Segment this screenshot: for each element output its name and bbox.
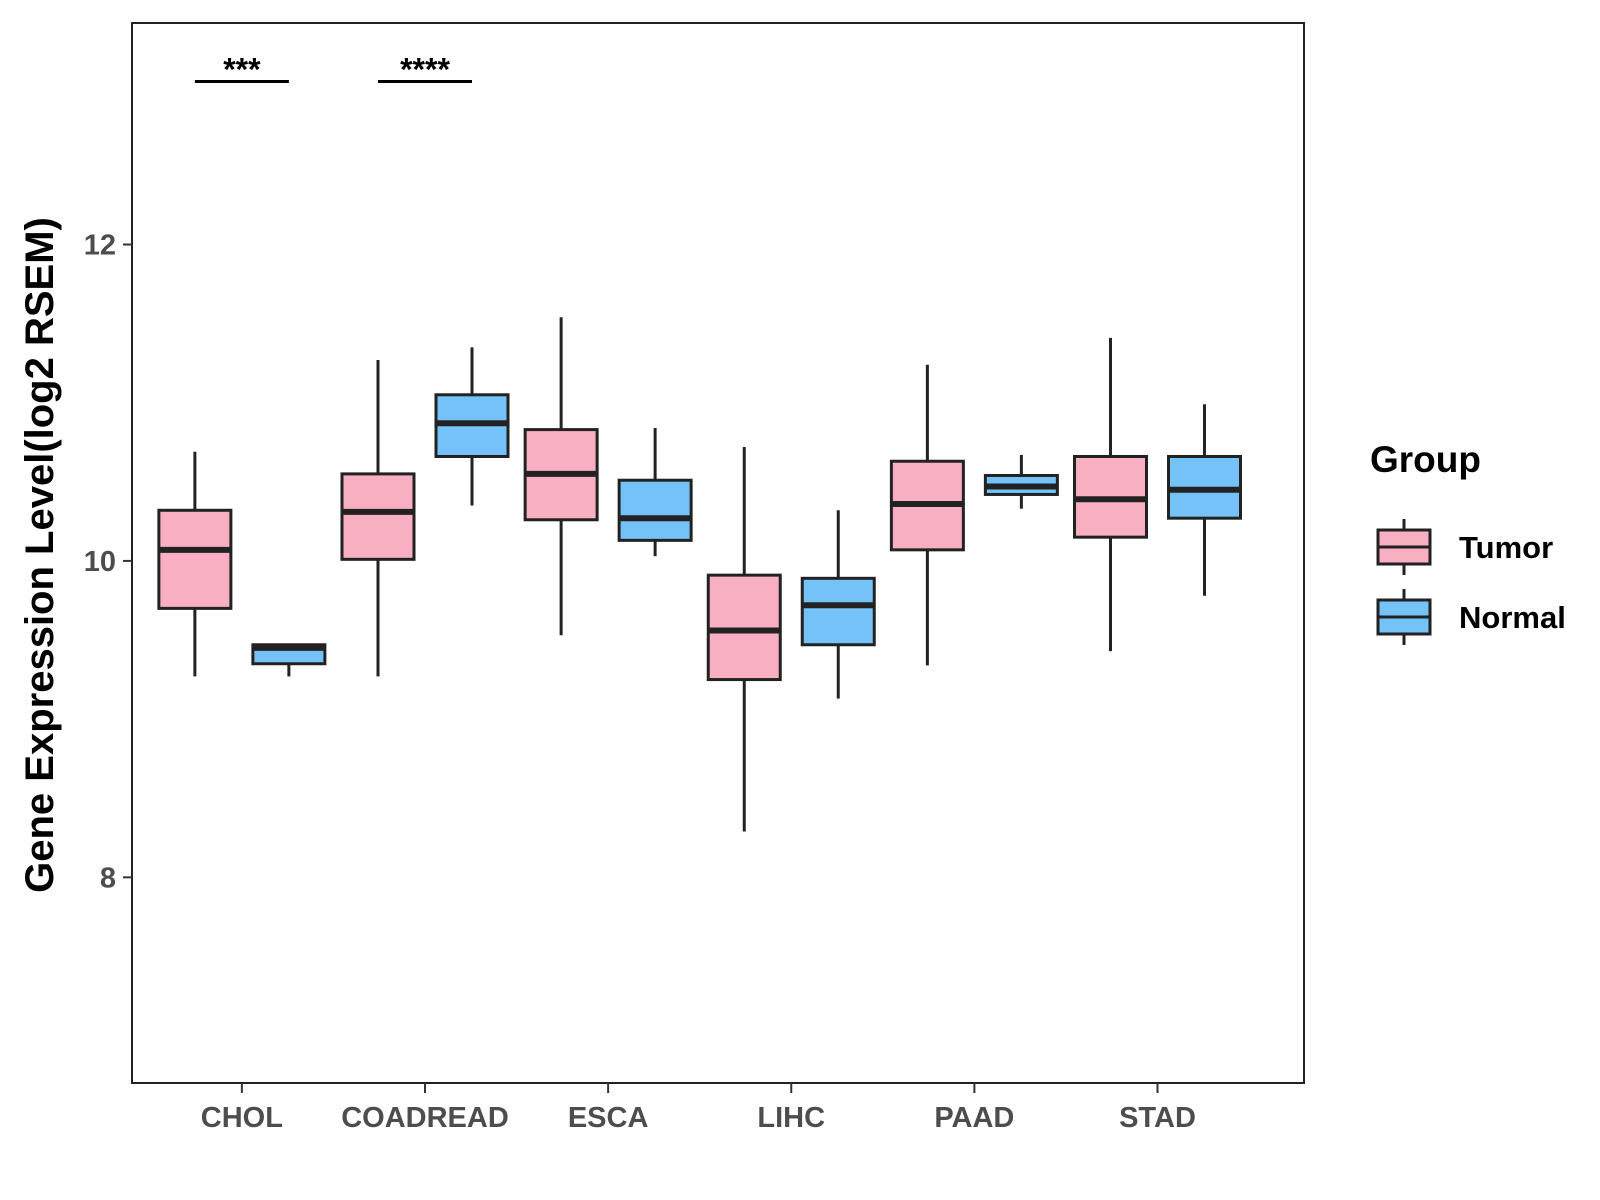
box-iqr <box>800 576 876 647</box>
box-iqr <box>340 472 416 561</box>
y-tick-label: 12 <box>84 229 116 261</box>
box-iqr <box>157 508 233 610</box>
y-tick-label: 8 <box>100 862 116 894</box>
legend-item-tumor: Tumor <box>1376 519 1553 575</box>
x-tick-label: COADREAD <box>341 1102 509 1134</box>
box-tumor-paad <box>889 364 965 666</box>
box-normal-paad <box>983 454 1059 509</box>
box-iqr <box>706 573 782 682</box>
box-tumor-stad <box>1073 337 1148 652</box>
significance-label: **** <box>400 52 450 88</box>
legend-item-normal: Normal <box>1376 589 1566 645</box>
box-tumor-lihc <box>706 447 782 832</box>
plot-panel-border <box>131 22 1305 1084</box>
box-normal-chol <box>251 643 327 677</box>
box-iqr <box>617 478 693 542</box>
x-tick-label: CHOL <box>201 1102 283 1134</box>
x-tick-label: STAD <box>1119 1102 1196 1134</box>
x-tick-label: LIHC <box>757 1102 825 1134</box>
legend-label: Tumor <box>1459 530 1553 565</box>
legend-title: Group <box>1370 439 1481 480</box>
plot-layer: *** **** <box>157 52 1242 832</box>
axis-layer: 8 10 12 CHOL COADREAD ESCA LIHC PAAD STAD <box>84 229 1196 1134</box>
y-axis-title: Gene Expression Level(log2 RSEM) <box>18 217 62 893</box>
box-normal-coadread <box>434 347 510 506</box>
legend: Group Tumor Normal <box>1370 439 1566 645</box>
box-normal-lihc <box>800 510 876 699</box>
significance-label: *** <box>223 52 261 88</box>
y-tick-label: 10 <box>84 546 116 578</box>
box-tumor-esca <box>523 317 599 636</box>
x-tick-label: ESCA <box>568 1102 649 1134</box>
significance-coadread: **** <box>378 52 472 88</box>
significance-chol: *** <box>194 52 289 88</box>
legend-label: Normal <box>1459 600 1566 635</box>
box-normal-stad <box>1167 404 1242 596</box>
box-tumor-chol <box>157 451 233 677</box>
x-tick-label: PAAD <box>934 1102 1014 1134</box>
box-normal-esca <box>617 428 693 557</box>
box-tumor-coadread <box>340 359 416 677</box>
